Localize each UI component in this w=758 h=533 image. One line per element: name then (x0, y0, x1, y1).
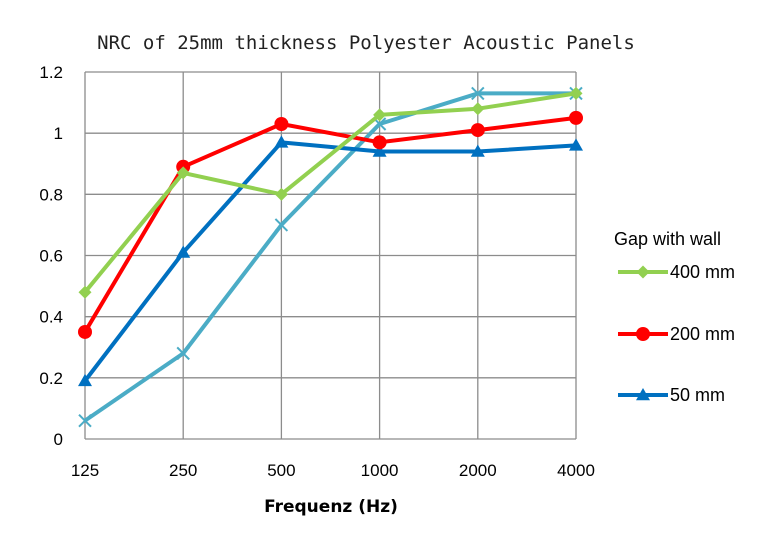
legend-item: 200 mm (618, 324, 735, 344)
x-tick-label: 2000 (459, 461, 497, 480)
y-tick-label: 0.8 (39, 185, 63, 204)
x-marker-stroke (471, 86, 485, 101)
x-marker (274, 218, 289, 232)
x-axis-ticks: 125 250 500 1000 2000 4000 (71, 461, 595, 480)
legend: 400 mm 200 mm 50 mm (618, 262, 735, 405)
triangle-marker (636, 388, 650, 401)
triangle-marker (274, 135, 289, 148)
circle-marker (569, 110, 583, 125)
x-marker (78, 413, 92, 428)
legend-title: Gap with wall (614, 229, 721, 249)
series-line (83, 91, 576, 423)
series-50-mm (78, 135, 583, 387)
diamond-marker (78, 285, 92, 299)
triangle-marker (78, 373, 92, 387)
triangle-marker (470, 144, 485, 157)
x-tick-label: 1000 (361, 461, 399, 480)
x-marker (176, 346, 190, 361)
legend-label: 400 mm (670, 262, 735, 282)
series-layer (78, 86, 583, 428)
y-tick-label: 0.4 (39, 308, 63, 327)
x-marker-stroke (176, 346, 190, 361)
series-line (83, 91, 577, 294)
diamond-marker (176, 166, 190, 180)
legend-item: 400 mm (618, 262, 735, 282)
x-marker-stroke (372, 117, 387, 131)
x-tick-label: 125 (71, 461, 99, 480)
circle-marker (274, 116, 289, 131)
diamond-marker (274, 187, 288, 201)
circle-marker (78, 324, 92, 339)
legend-label: 200 mm (670, 324, 735, 344)
triangle-marker (176, 245, 191, 258)
y-tick-label: 0.6 (39, 247, 63, 266)
diamond-marker (471, 102, 485, 116)
chart-title: NRC of 25mm thickness Polyester Acoustic… (97, 32, 635, 54)
legend-item: 50 mm (618, 385, 725, 405)
series-line (83, 140, 577, 383)
x-marker-stroke (78, 413, 92, 428)
series-400-mm (78, 86, 583, 299)
x-tick-label: 250 (169, 461, 197, 480)
triangle-marker (372, 144, 387, 157)
y-tick-label: 0 (54, 430, 63, 449)
y-axis-ticks: 0 0.2 0.4 0.6 0.8 1 1.2 (39, 63, 63, 449)
circle-marker (372, 135, 387, 150)
diamond-marker (569, 86, 583, 100)
y-tick-label: 0.2 (39, 369, 63, 388)
triangle-marker (569, 138, 583, 151)
x-axis-title: Frequenz (Hz) (264, 497, 398, 517)
y-tick-label: 1.2 (39, 63, 63, 82)
circle-marker (470, 123, 485, 138)
diamond-marker (373, 108, 387, 122)
x-marker-stroke (274, 218, 289, 232)
legend-label: 50 mm (670, 385, 725, 405)
x-tick-label: 4000 (557, 461, 595, 480)
series-unlabeled (78, 86, 583, 428)
circle-marker (636, 327, 650, 341)
diamond-marker (636, 265, 650, 279)
x-tick-label: 500 (267, 461, 295, 480)
x-marker (471, 86, 485, 101)
y-tick-label: 1 (54, 124, 63, 143)
